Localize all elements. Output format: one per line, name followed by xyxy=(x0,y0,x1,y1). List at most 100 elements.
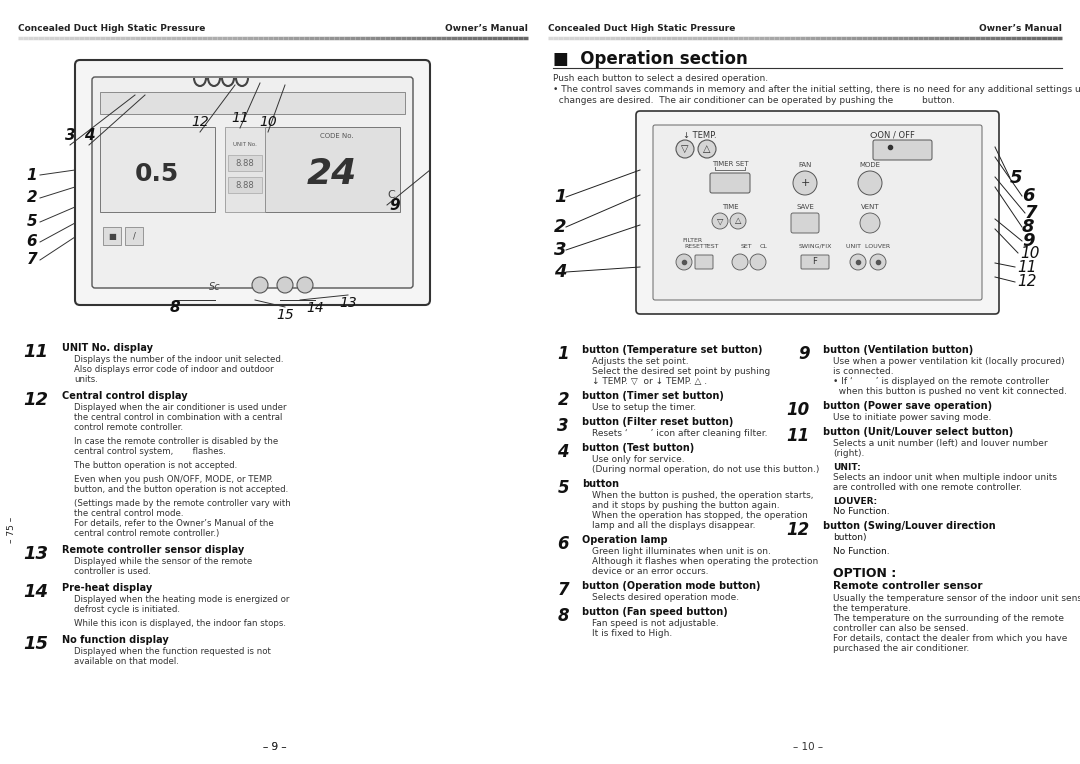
Text: Resets ‘        ’ icon after cleaning filter.: Resets ‘ ’ icon after cleaning filter. xyxy=(592,429,768,438)
Bar xyxy=(228,155,262,171)
Text: Selects a unit number (left) and louver number: Selects a unit number (left) and louver … xyxy=(833,439,1048,448)
Circle shape xyxy=(858,171,882,195)
Text: 12: 12 xyxy=(786,521,810,539)
Text: FILTER: FILTER xyxy=(681,238,702,243)
Text: 3: 3 xyxy=(557,417,569,435)
Text: Sc: Sc xyxy=(210,282,220,292)
Text: 14: 14 xyxy=(23,583,48,601)
Text: 15: 15 xyxy=(23,635,48,653)
Text: button (Filter reset button): button (Filter reset button) xyxy=(582,417,733,427)
Text: +: + xyxy=(800,178,810,188)
FancyBboxPatch shape xyxy=(636,111,999,314)
Text: CL: CL xyxy=(760,244,768,249)
Text: UNIT:: UNIT: xyxy=(833,463,861,472)
Circle shape xyxy=(860,213,880,233)
FancyBboxPatch shape xyxy=(801,255,829,269)
Bar xyxy=(265,127,400,212)
Circle shape xyxy=(712,213,728,229)
Text: UNIT No.: UNIT No. xyxy=(233,142,257,147)
Circle shape xyxy=(870,254,886,270)
Text: Selects desired operation mode.: Selects desired operation mode. xyxy=(592,593,739,602)
Text: 5: 5 xyxy=(1010,169,1023,187)
FancyBboxPatch shape xyxy=(92,77,413,288)
Text: 9: 9 xyxy=(798,345,810,363)
Text: Select the desired set point by pushing: Select the desired set point by pushing xyxy=(592,367,770,376)
Text: – 75 –: – 75 – xyxy=(8,517,16,543)
Text: • The control saves commands in memory and after the initial setting, there is n: • The control saves commands in memory a… xyxy=(553,85,1080,94)
Text: LOUVER:: LOUVER: xyxy=(833,497,877,506)
Text: Use to initiate power saving mode.: Use to initiate power saving mode. xyxy=(833,413,991,422)
Bar xyxy=(100,127,215,212)
Text: 11: 11 xyxy=(1017,260,1037,274)
Text: button (Unit/Louver select button): button (Unit/Louver select button) xyxy=(823,427,1013,437)
Text: F: F xyxy=(812,257,818,267)
Text: When the operation has stopped, the operation: When the operation has stopped, the oper… xyxy=(592,511,808,520)
Text: TEST: TEST xyxy=(704,244,719,249)
Text: 10: 10 xyxy=(786,401,810,419)
Text: 1: 1 xyxy=(557,345,569,363)
Text: defrost cycle is initiated.: defrost cycle is initiated. xyxy=(75,605,180,614)
Text: 8.88: 8.88 xyxy=(235,180,255,189)
Text: Although it flashes when operating the protection: Although it flashes when operating the p… xyxy=(592,557,819,566)
FancyBboxPatch shape xyxy=(75,60,430,305)
Text: the temperature.: the temperature. xyxy=(833,604,910,613)
Text: – 10 –: – 10 – xyxy=(793,742,823,752)
Text: 24: 24 xyxy=(307,157,357,191)
Circle shape xyxy=(793,171,816,195)
Text: button (Test button): button (Test button) xyxy=(582,443,694,453)
Text: 4: 4 xyxy=(554,263,567,281)
Text: TIME: TIME xyxy=(721,204,739,210)
Text: RESET: RESET xyxy=(684,244,704,249)
Circle shape xyxy=(252,277,268,293)
Text: Remote controller sensor display: Remote controller sensor display xyxy=(62,545,244,555)
Text: 6: 6 xyxy=(557,535,569,553)
Text: control remote controller.: control remote controller. xyxy=(75,423,184,432)
Text: C: C xyxy=(388,190,395,200)
Text: 11: 11 xyxy=(231,111,248,125)
Text: 2: 2 xyxy=(554,218,567,236)
FancyBboxPatch shape xyxy=(710,173,750,193)
Circle shape xyxy=(750,254,766,270)
Text: SWING/FIX: SWING/FIX xyxy=(798,244,832,249)
Text: UNIT No. display: UNIT No. display xyxy=(62,343,153,353)
Text: ▽: ▽ xyxy=(717,216,724,225)
Text: Pre-heat display: Pre-heat display xyxy=(62,583,152,593)
Text: Concealed Duct High Static Pressure: Concealed Duct High Static Pressure xyxy=(18,24,205,33)
Text: 15: 15 xyxy=(276,308,294,322)
Circle shape xyxy=(732,254,748,270)
Text: 14: 14 xyxy=(306,301,324,315)
Bar xyxy=(125,227,143,245)
Text: button (Operation mode button): button (Operation mode button) xyxy=(582,581,760,591)
Text: It is fixed to High.: It is fixed to High. xyxy=(592,629,672,638)
FancyBboxPatch shape xyxy=(873,140,932,160)
Text: – 9 –: – 9 – xyxy=(264,742,287,752)
Text: 5: 5 xyxy=(27,215,38,229)
Text: 5: 5 xyxy=(557,479,569,497)
Text: button (Power save operation): button (Power save operation) xyxy=(823,401,993,411)
Text: 12: 12 xyxy=(191,115,208,129)
Text: UNIT  LOUVER: UNIT LOUVER xyxy=(846,244,890,249)
Text: Fan speed is not adjustable.: Fan speed is not adjustable. xyxy=(592,619,719,628)
Text: Displayed when the heating mode is energized or: Displayed when the heating mode is energ… xyxy=(75,595,289,604)
Text: Even when you push ON/OFF, MODE, or TEMP.: Even when you push ON/OFF, MODE, or TEMP… xyxy=(75,475,273,484)
Text: 8: 8 xyxy=(557,607,569,625)
Text: TIMER SET: TIMER SET xyxy=(712,161,748,167)
Text: 6: 6 xyxy=(27,235,38,250)
Text: 8: 8 xyxy=(170,300,180,316)
Text: FAN: FAN xyxy=(798,162,812,168)
Text: the central control mode.: the central control mode. xyxy=(75,509,184,518)
Circle shape xyxy=(676,254,692,270)
Text: controller can also be sensed.: controller can also be sensed. xyxy=(833,624,969,633)
Text: button, and the button operation is not accepted.: button, and the button operation is not … xyxy=(75,485,288,494)
Text: Central control display: Central control display xyxy=(62,391,188,401)
Text: While this icon is displayed, the indoor fan stops.: While this icon is displayed, the indoor… xyxy=(75,619,286,628)
Text: ↓ TEMP. ▽  or ↓ TEMP. △ .: ↓ TEMP. ▽ or ↓ TEMP. △ . xyxy=(592,377,707,386)
Text: MODE: MODE xyxy=(860,162,880,168)
Text: ⵔON / OFF: ⵔON / OFF xyxy=(870,131,915,140)
Text: Use when a power ventilation kit (locally procured): Use when a power ventilation kit (locall… xyxy=(833,357,1065,366)
Bar xyxy=(225,127,265,212)
Text: Concealed Duct High Static Pressure: Concealed Duct High Static Pressure xyxy=(548,24,735,33)
Text: • If ‘        ’ is displayed on the remote controller: • If ‘ ’ is displayed on the remote cont… xyxy=(833,377,1049,386)
Text: Push each button to select a desired operation.: Push each button to select a desired ope… xyxy=(553,74,768,83)
Text: 4: 4 xyxy=(557,443,569,461)
